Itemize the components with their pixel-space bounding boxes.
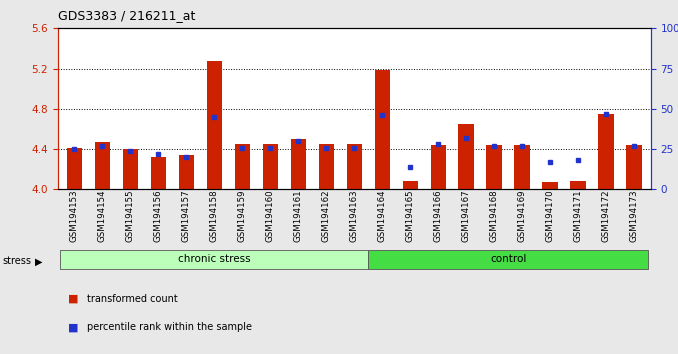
Bar [515,145,530,189]
Text: chronic stress: chronic stress [178,255,251,264]
Text: GSM194165: GSM194165 [405,189,415,242]
Text: GSM194167: GSM194167 [462,189,471,242]
Bar [374,70,390,189]
Text: GSM194171: GSM194171 [574,189,582,242]
Text: control: control [490,255,526,264]
Bar [319,144,334,189]
Bar [458,124,474,189]
Bar [123,149,138,189]
Bar [262,144,278,189]
Bar [291,139,306,189]
Text: ■: ■ [68,322,78,332]
Bar [346,144,362,189]
Text: GSM194173: GSM194173 [630,189,639,242]
Text: GSM194164: GSM194164 [378,189,386,242]
Bar [599,114,614,189]
Text: GSM194154: GSM194154 [98,189,107,242]
Text: GSM194163: GSM194163 [350,189,359,242]
Bar [95,142,110,189]
Text: GSM194162: GSM194162 [322,189,331,242]
Text: transformed count: transformed count [87,294,178,304]
Text: GSM194166: GSM194166 [434,189,443,242]
Text: stress: stress [2,256,31,266]
Text: GSM194170: GSM194170 [546,189,555,242]
FancyBboxPatch shape [60,250,368,269]
Text: GSM194157: GSM194157 [182,189,191,242]
Text: GSM194155: GSM194155 [126,189,135,242]
FancyBboxPatch shape [368,250,648,269]
Text: GSM194160: GSM194160 [266,189,275,242]
Text: ■: ■ [68,294,78,304]
Bar [66,148,82,189]
Text: GSM194153: GSM194153 [70,189,79,242]
Text: GSM194158: GSM194158 [210,189,219,242]
Text: GSM194168: GSM194168 [490,189,499,242]
Bar [151,157,166,189]
Bar [179,155,194,189]
Bar [487,145,502,189]
Bar [431,145,446,189]
Bar [542,182,558,189]
Text: percentile rank within the sample: percentile rank within the sample [87,322,252,332]
Text: GSM194161: GSM194161 [294,189,303,242]
Text: GSM194156: GSM194156 [154,189,163,242]
Bar [626,145,642,189]
Bar [207,61,222,189]
Bar [235,144,250,189]
Bar [570,181,586,189]
Text: GSM194159: GSM194159 [238,189,247,242]
Text: GSM194172: GSM194172 [601,189,611,242]
Text: GSM194169: GSM194169 [518,189,527,242]
Text: ▶: ▶ [35,257,43,267]
Text: GDS3383 / 216211_at: GDS3383 / 216211_at [58,9,195,22]
Bar [403,181,418,189]
